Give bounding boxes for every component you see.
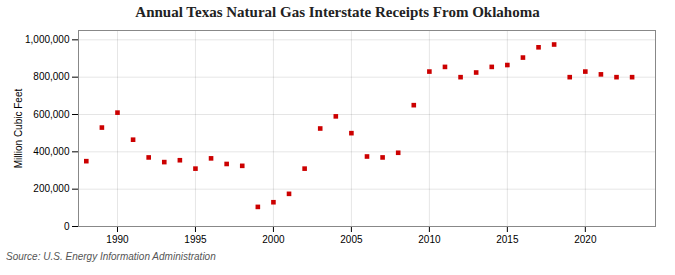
- svg-text:800,000: 800,000: [33, 71, 70, 82]
- svg-text:1995: 1995: [184, 234, 207, 245]
- svg-text:2015: 2015: [496, 234, 519, 245]
- html-text:Annual Texas Natural Gas Inter: Annual Texas Natural Gas Interstate Rece…: [135, 4, 540, 20]
- html-text:Source: U.S. Energy Informatio: Source: U.S. Energy Information Administ…: [6, 251, 216, 262]
- svg-text:200,000: 200,000: [33, 183, 70, 194]
- svg-text:1,000,000: 1,000,000: [25, 34, 70, 45]
- svg-text:600,000: 600,000: [33, 109, 70, 120]
- svg-text:2010: 2010: [418, 234, 441, 245]
- svg-text:2000: 2000: [262, 234, 285, 245]
- svg-text:2020: 2020: [574, 234, 597, 245]
- svg-text:0: 0: [64, 221, 70, 232]
- svg-text:2005: 2005: [340, 234, 363, 245]
- svg-text:400,000: 400,000: [33, 146, 70, 157]
- svg-text:1990: 1990: [106, 234, 129, 245]
- svg-text:Million Cubic Feet: Million Cubic Feet: [13, 89, 24, 169]
